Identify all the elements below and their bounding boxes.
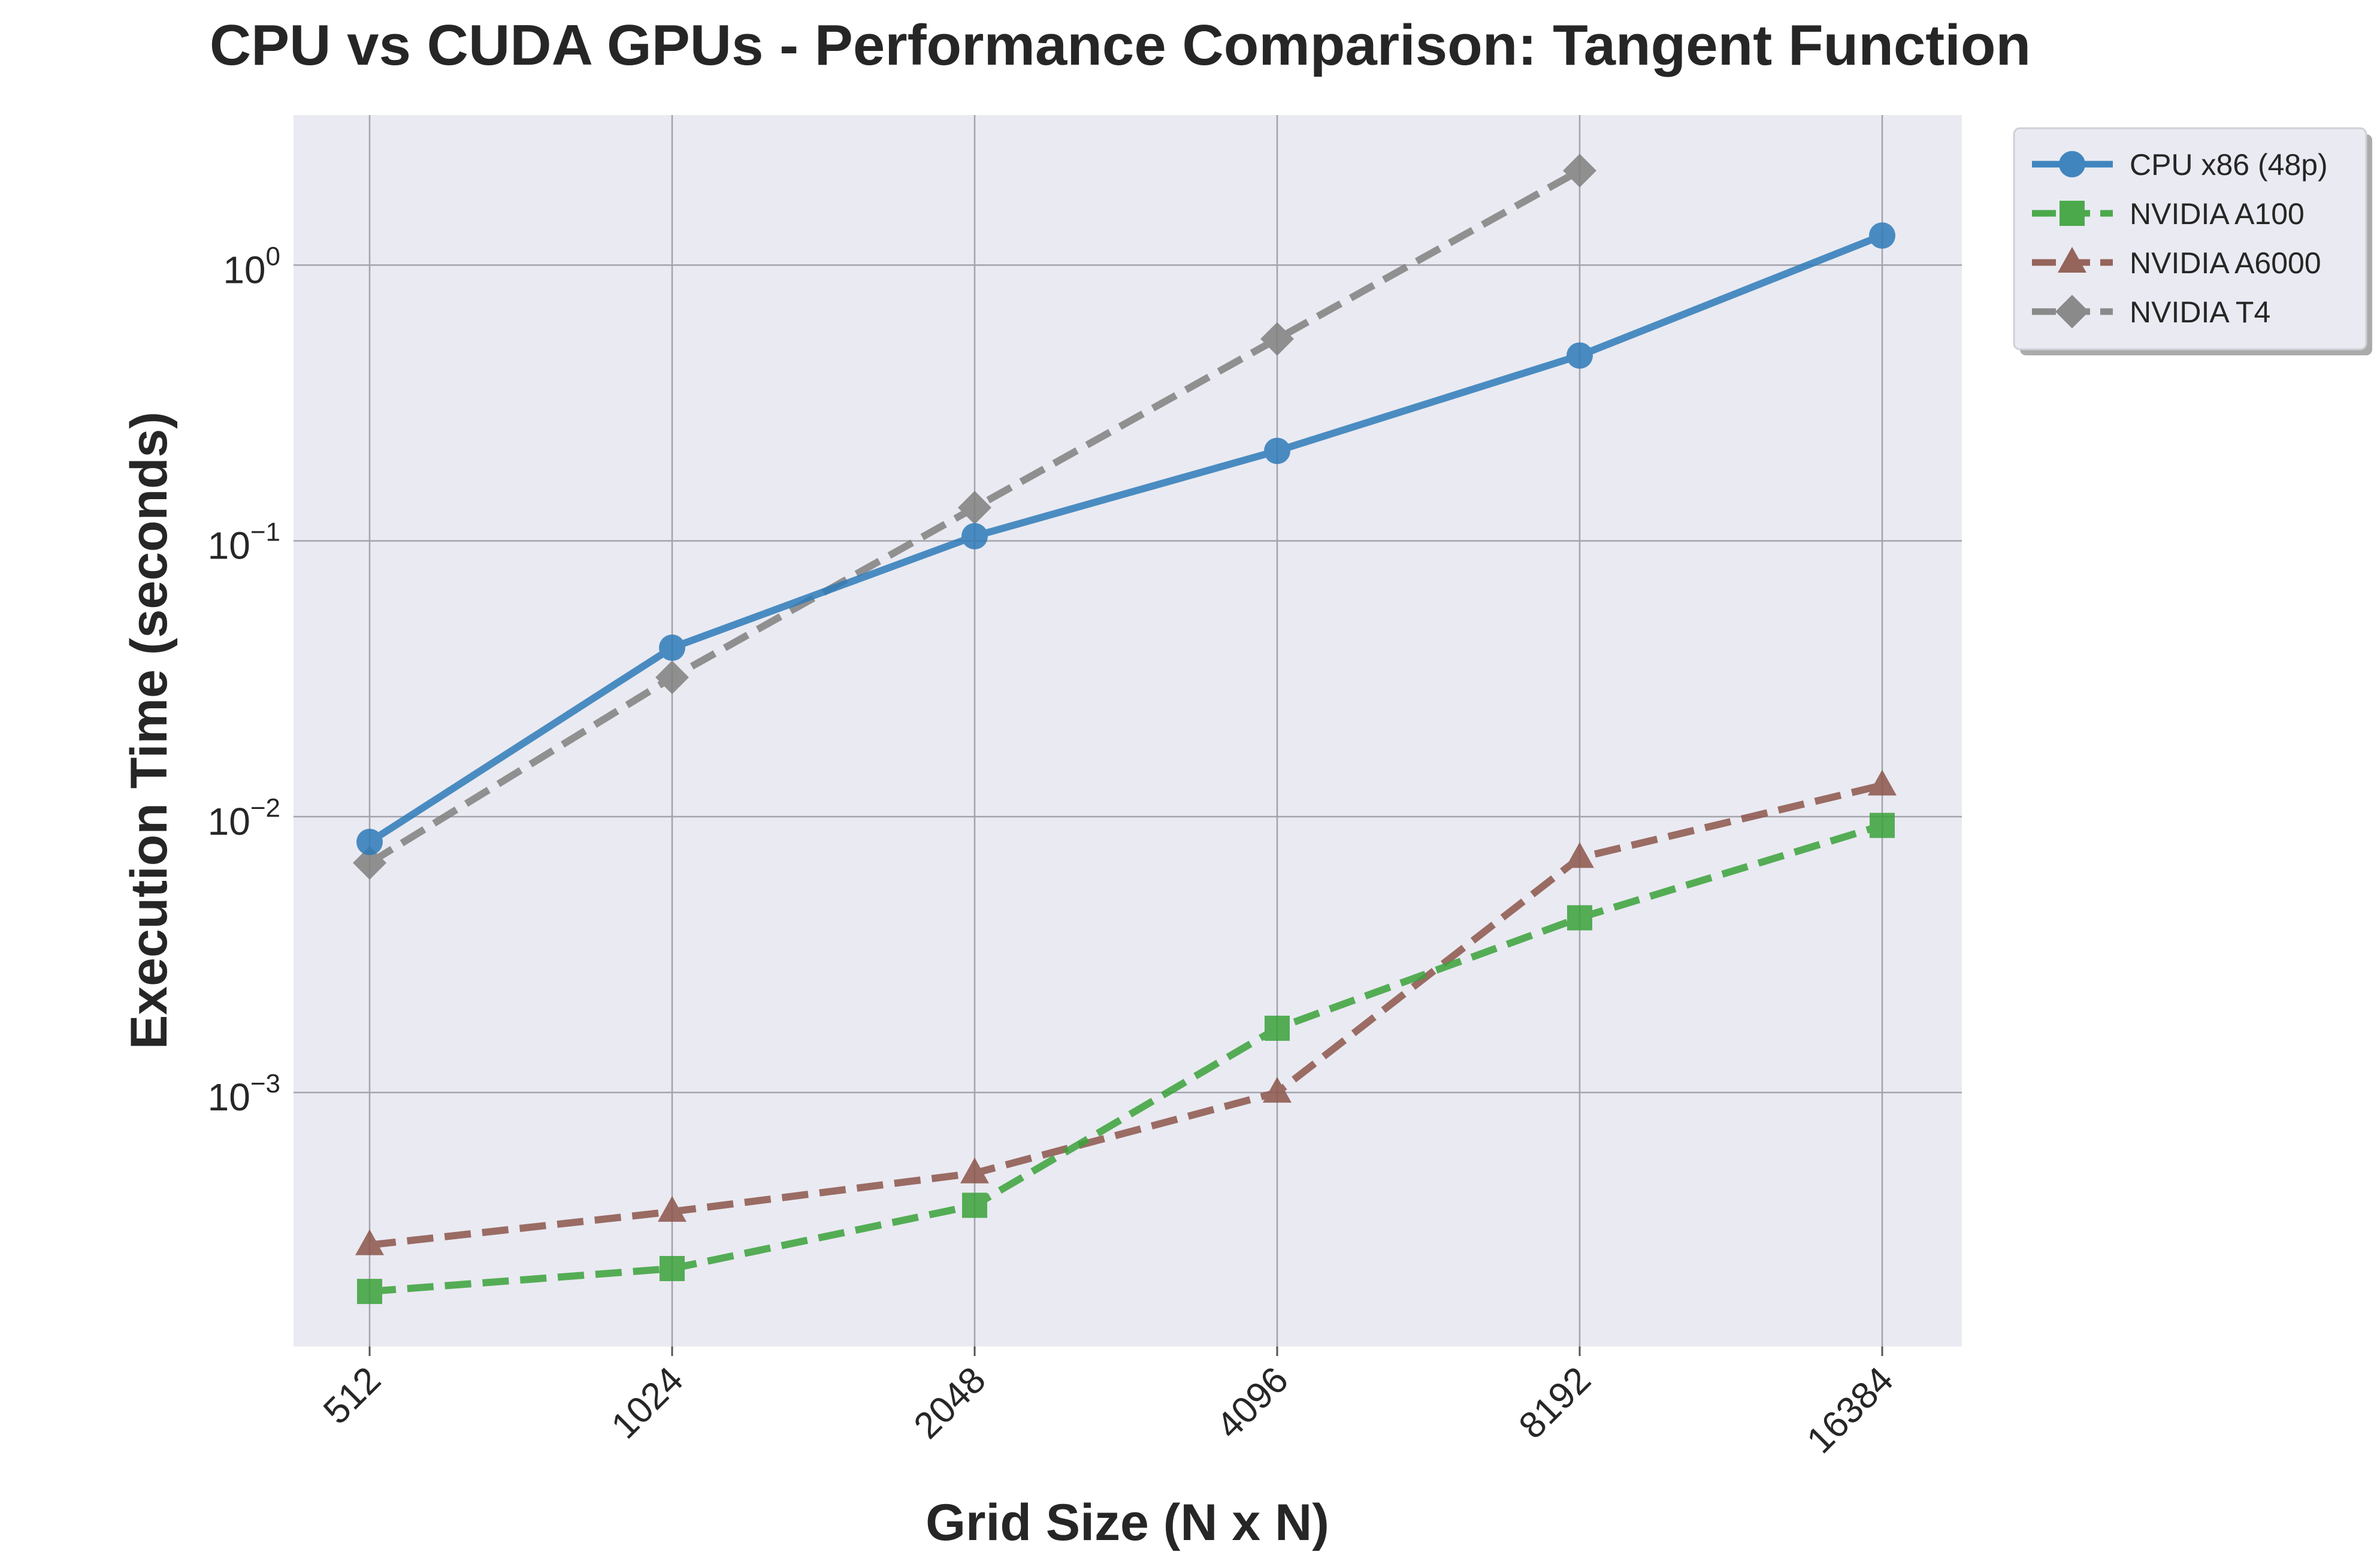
legend-item-nvidia-a100 bbox=[2032, 201, 2113, 226]
legend-item-cpu-x86-48p bbox=[2032, 151, 2113, 177]
y-tick-labels: 100 10−1 10−2 10−3 bbox=[208, 241, 280, 1119]
legend-label-nvidia-a100: NVIDIA A100 bbox=[2130, 197, 2305, 231]
x-tick-label: 8192 bbox=[1511, 1359, 1599, 1447]
data-point-nvidia-a100 bbox=[660, 1255, 685, 1281]
x-tick-labels: 512 1024 2048 4096 8192 16384 bbox=[316, 1359, 1901, 1462]
data-point-nvidia-a6000 bbox=[1263, 1077, 1292, 1103]
data-point-cpu-x86-48p bbox=[961, 523, 988, 549]
data-point-nvidia-a100 bbox=[357, 1279, 382, 1305]
legend-item-nvidia-a6000 bbox=[2032, 247, 2113, 273]
data-point-nvidia-t4 bbox=[353, 846, 386, 880]
data-point-nvidia-a6000 bbox=[1565, 842, 1594, 868]
data-point-cpu-x86-48p bbox=[1566, 342, 1593, 369]
legend-label-cpu-x86-48p: CPU x86 (48p) bbox=[2130, 148, 2328, 182]
data-point-nvidia-a6000 bbox=[355, 1229, 384, 1255]
data-point-nvidia-a100 bbox=[962, 1192, 987, 1218]
legend: CPU x86 (48p) NVIDIA A100 NVIDIA A6000 NVID… bbox=[2013, 127, 2372, 355]
data-point-nvidia-a6000 bbox=[658, 1195, 687, 1222]
series-nvidia-a6000 bbox=[355, 769, 1897, 1255]
data-point-nvidia-t4 bbox=[958, 491, 991, 525]
data-point-cpu-x86-48p bbox=[659, 634, 685, 661]
data-point-nvidia-a100 bbox=[1265, 1015, 1290, 1041]
series-cpu-x86-48p bbox=[356, 222, 1895, 856]
y-tick-label: 100 bbox=[223, 241, 280, 291]
data-point-nvidia-a6000 bbox=[1868, 769, 1897, 796]
y-tick-label: 10−1 bbox=[208, 518, 280, 567]
y-tick-label: 10−3 bbox=[208, 1069, 280, 1119]
legend-swatch-marker bbox=[2058, 247, 2086, 273]
data-point-nvidia-t4 bbox=[1563, 153, 1596, 188]
grid-lines bbox=[294, 115, 1962, 1356]
legend-label-nvidia-a6000: NVIDIA A6000 bbox=[2130, 246, 2321, 280]
plot-area bbox=[294, 115, 1962, 1346]
x-axis-label: Grid Size (N x N) bbox=[926, 1494, 1329, 1551]
data-point-cpu-x86-48p bbox=[1264, 437, 1290, 464]
series-line-nvidia-a6000 bbox=[369, 781, 1883, 1249]
legend-swatch-marker bbox=[2059, 151, 2085, 177]
x-tick-label: 2048 bbox=[906, 1359, 994, 1447]
data-point-nvidia-a100 bbox=[1567, 905, 1592, 931]
legend-label-nvidia-t4: NVIDIA T4 bbox=[2130, 295, 2270, 329]
data-point-nvidia-t4 bbox=[1260, 322, 1294, 356]
series-nvidia-t4 bbox=[353, 153, 1596, 880]
data-point-nvidia-a100 bbox=[1870, 813, 1895, 838]
y-tick-label: 10−2 bbox=[208, 793, 280, 843]
data-point-cpu-x86-48p bbox=[1869, 222, 1895, 249]
y-axis-label: Execution Time (seconds) bbox=[120, 412, 178, 1049]
series-line-nvidia-a100 bbox=[369, 822, 1883, 1296]
legend-swatch-marker bbox=[2060, 201, 2085, 226]
series-nvidia-a100 bbox=[357, 813, 1895, 1305]
legend-item-nvidia-t4 bbox=[2032, 295, 2113, 328]
legend-items: CPU x86 (48p) NVIDIA A100 NVIDIA A6000 NVID… bbox=[2032, 148, 2328, 329]
data-point-cpu-x86-48p bbox=[356, 829, 383, 856]
legend-box bbox=[2013, 127, 2367, 351]
x-tick-label: 512 bbox=[316, 1359, 389, 1432]
x-tick-label: 4096 bbox=[1209, 1359, 1296, 1447]
series-line-cpu-x86-48p bbox=[367, 232, 1884, 846]
chart-title: CPU vs CUDA GPUs - Performance Compariso… bbox=[210, 13, 2031, 77]
data-point-nvidia-t4 bbox=[655, 660, 689, 695]
legend-swatch-marker bbox=[2055, 295, 2089, 328]
x-tick-label: 1024 bbox=[604, 1359, 691, 1447]
series-layer bbox=[353, 153, 1897, 1305]
data-point-nvidia-a6000 bbox=[960, 1157, 989, 1183]
x-tick-label: 16384 bbox=[1799, 1359, 1901, 1462]
